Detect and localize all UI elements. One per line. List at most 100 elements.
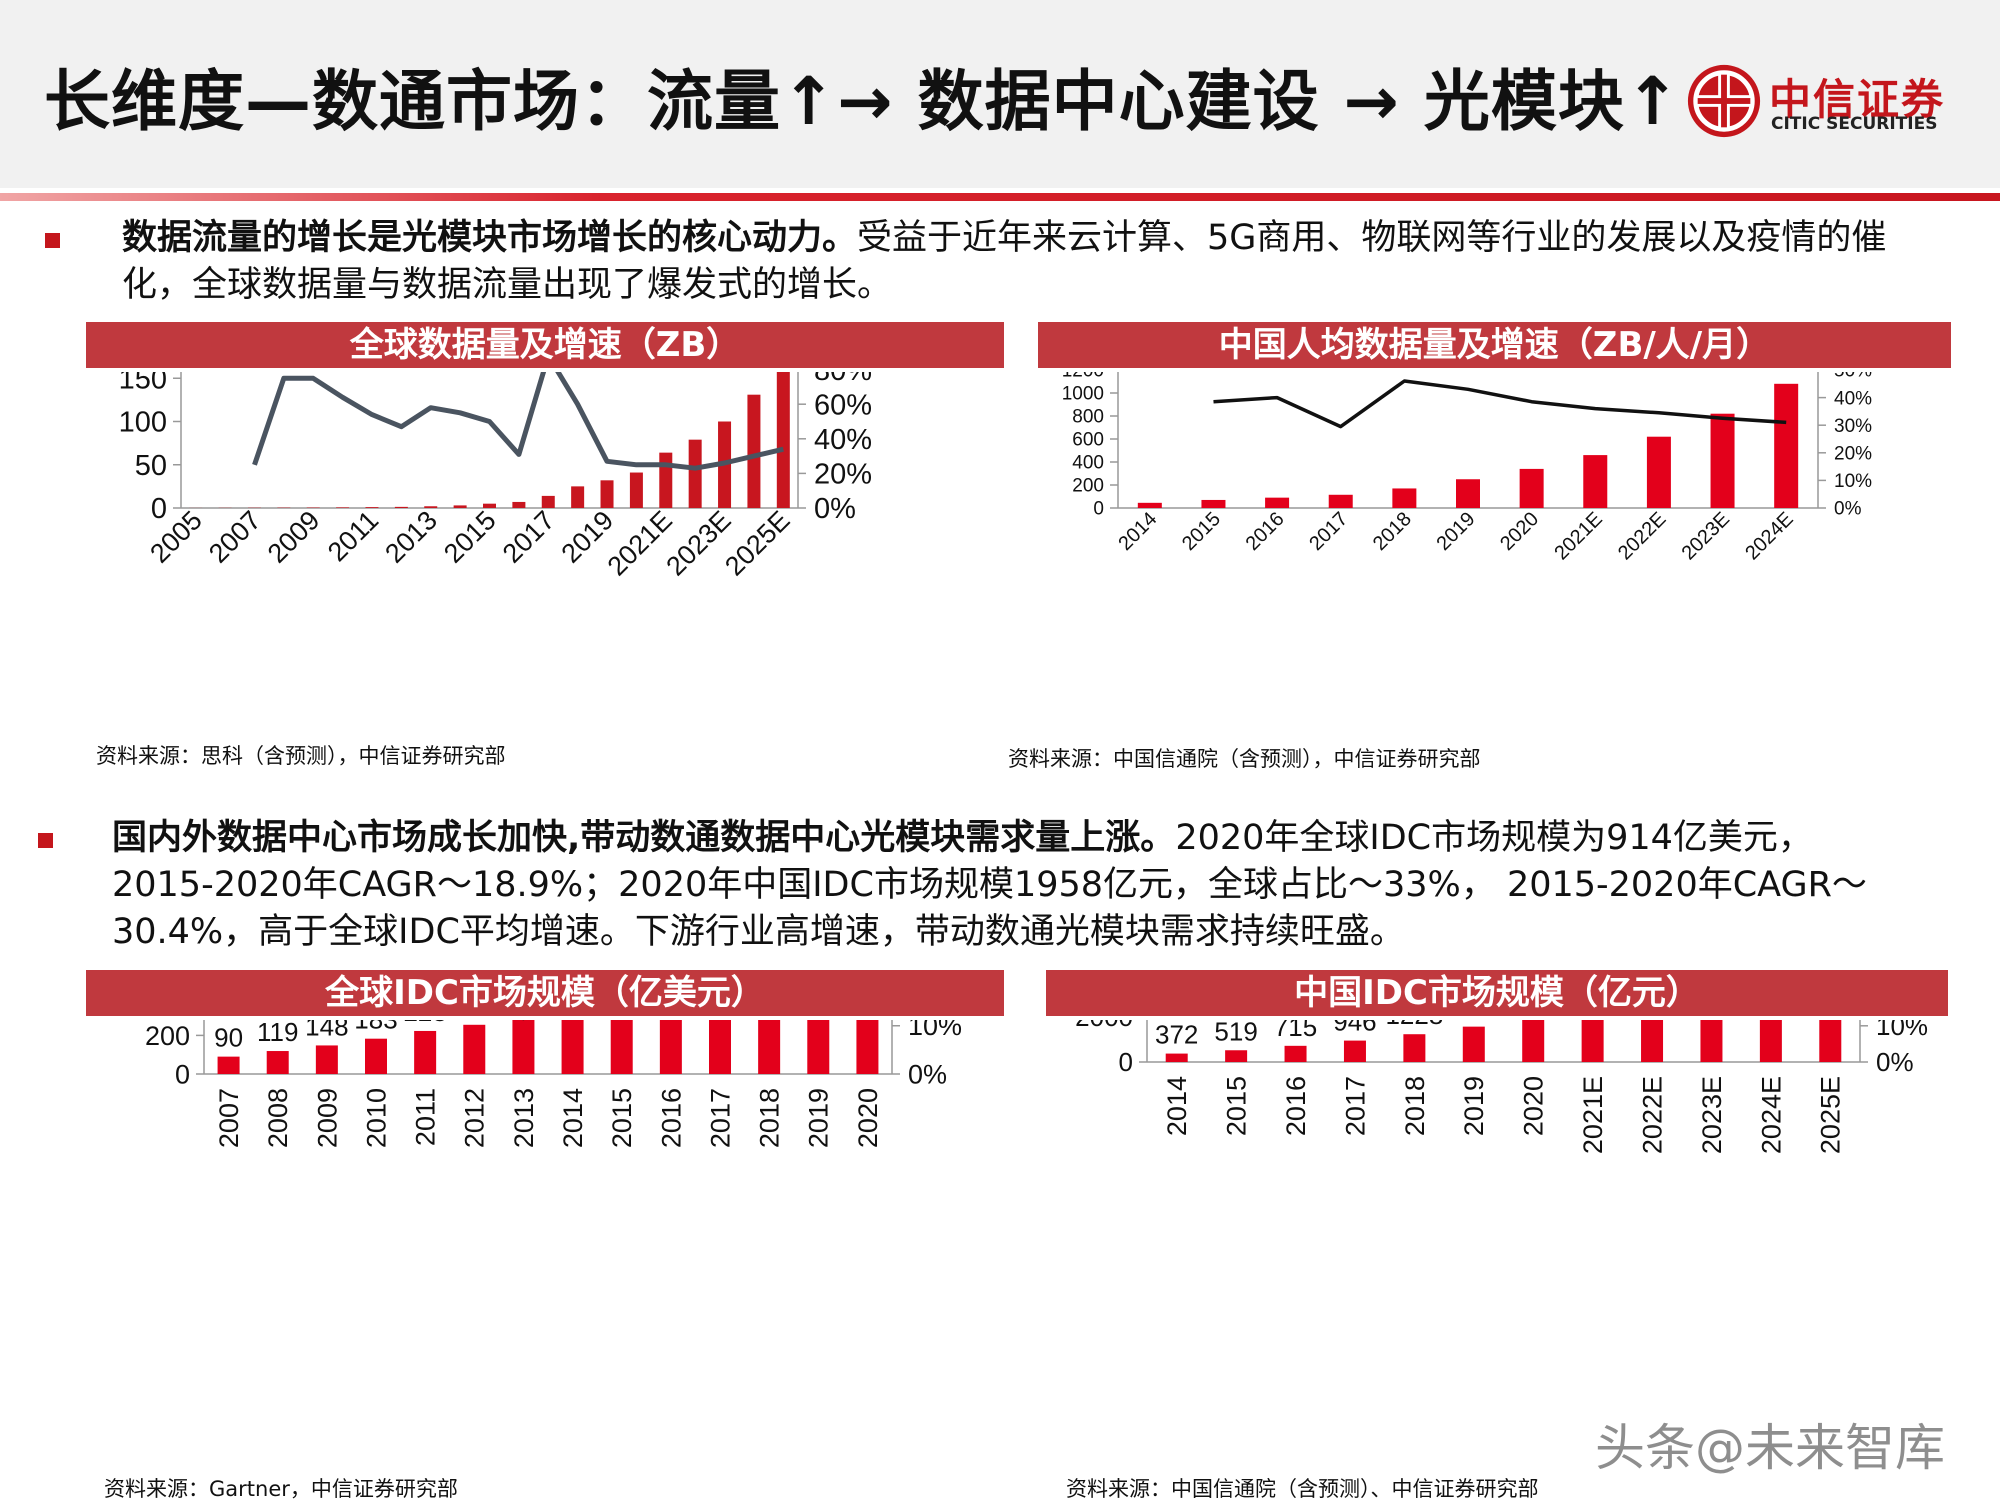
bar: [454, 505, 467, 508]
x-tick-label: 2018: [1400, 1076, 1430, 1136]
logo-english-name: CITIC SECURITIES: [1771, 114, 1937, 134]
chart-title: 中国人均数据量及增速（ZB/人/月）: [1038, 322, 1951, 368]
bar-value-label: 183: [354, 1020, 397, 1035]
right-tick-label: 60%: [814, 389, 872, 421]
bar-value-label: 148: [305, 1020, 348, 1041]
x-tick-label: 2010: [361, 1088, 391, 1148]
bar: [336, 507, 349, 508]
left-tick-label: 200: [1072, 476, 1104, 497]
bullet-paragraph-1: 数据流量的增长是光模块市场增长的核心动力。受益于近年来云计算、5G商用、物联网等…: [122, 215, 1902, 309]
bar: [1456, 479, 1480, 508]
x-tick-label: 2015: [438, 505, 502, 569]
right-tick-label: 80%: [814, 372, 872, 387]
bar: [856, 1020, 878, 1074]
bar-value-label: 1563: [1445, 1020, 1503, 1023]
bar: [1225, 1050, 1247, 1062]
bullet-1-bold: 数据流量的增长是光模块市场增长的核心动力。: [122, 218, 857, 258]
x-tick-label: 2019: [1433, 508, 1480, 555]
bar: [611, 1020, 633, 1074]
right-tick-label: 50%: [1834, 372, 1872, 382]
x-tick-label: 2015: [607, 1088, 637, 1148]
right-tick-label: 0%: [1876, 1047, 1914, 1077]
bar: [1700, 1020, 1722, 1062]
left-tick-label: 0: [175, 1059, 190, 1089]
bar-value-label: 255: [453, 1020, 496, 1021]
left-tick-label: 200: [145, 1021, 190, 1051]
left-tick-label: 0: [151, 493, 167, 525]
x-tick-label: 2016: [656, 1088, 686, 1148]
header: 长维度—数通市场：流量↑→ 数据中心建设 → 光模块↑ 中信证券 CITIC S…: [0, 0, 2000, 188]
bar: [1819, 1020, 1841, 1062]
bar: [512, 1020, 534, 1074]
x-tick-label: 2016: [1242, 508, 1289, 555]
bar-value-label: 372: [1155, 1020, 1198, 1050]
x-tick-label: 2021E: [1550, 508, 1606, 564]
chart-plot: 020004000600080000%10%20%30%40%50%372519…: [1046, 1020, 1948, 1450]
x-tick-label: 2022E: [1614, 508, 1670, 564]
x-tick-label: 2017: [1340, 1076, 1370, 1136]
bar: [1285, 1046, 1307, 1062]
right-tick-label: 0%: [908, 1059, 947, 1089]
bar: [1641, 1020, 1663, 1062]
bar: [1344, 1041, 1366, 1062]
bar: [758, 1020, 780, 1074]
x-tick-label: 2020: [853, 1088, 883, 1148]
right-tick-label: 10%: [908, 1020, 962, 1041]
left-tick-label: 0: [1093, 499, 1104, 520]
bar-value-label: 519: [1214, 1020, 1257, 1046]
bar: [1392, 488, 1416, 508]
bar: [483, 504, 496, 508]
bullet-2-bold: 国内外数据中心市场成长加快,带动数通数据中心光模块需求量上涨。: [112, 818, 1175, 858]
x-tick-label: 2008: [263, 1088, 293, 1148]
bar: [1582, 1020, 1604, 1062]
left-tick-label: 150: [119, 372, 167, 395]
bar: [463, 1025, 485, 1074]
x-tick-label: 2016: [1281, 1076, 1311, 1136]
x-tick-label: 2023E: [660, 505, 736, 581]
x-tick-label: 2009: [312, 1088, 342, 1148]
page-title: 长维度—数通市场：流量↑→ 数据中心建设 → 光模块↑: [44, 48, 1681, 144]
x-tick-label: 2015: [1222, 1076, 1252, 1136]
bullet-marker: [38, 833, 53, 848]
x-tick-label: 2024E: [1756, 1076, 1786, 1154]
x-tick-label: 2014: [1114, 508, 1161, 555]
bar: [267, 1051, 289, 1074]
chart-source: 资料来源：Gartner，中信证券研究部: [104, 1473, 458, 1503]
x-tick-label: 2007: [214, 1088, 244, 1148]
x-tick-label: 2025E: [1816, 1076, 1846, 1154]
left-tick-label: 800: [1072, 407, 1104, 428]
left-tick-label: 600: [1072, 430, 1104, 451]
x-tick-label: 2021E: [1578, 1076, 1608, 1154]
bar: [512, 502, 525, 508]
x-tick-label: 2012: [460, 1088, 490, 1148]
bar: [1166, 1054, 1188, 1062]
bar: [1520, 469, 1544, 508]
bar: [1403, 1034, 1425, 1062]
x-tick-label: 2011: [411, 1088, 441, 1146]
bar: [1265, 498, 1289, 508]
bar-value-label: 946: [1333, 1020, 1376, 1037]
bar: [395, 507, 408, 508]
chart-plot: 0501001502000%20%40%60%80%100%2005200720…: [86, 372, 1004, 772]
bar: [660, 1020, 682, 1074]
right-tick-label: 30%: [1834, 416, 1872, 437]
right-tick-label: 0%: [814, 493, 856, 525]
x-tick-label: 2018: [1369, 508, 1416, 555]
x-tick-label: 2017: [497, 505, 561, 569]
bar: [1774, 384, 1798, 508]
left-tick-label: 100: [119, 407, 167, 439]
citic-logo: 中信证券 CITIC SECURITIES: [1685, 62, 1955, 142]
right-tick-label: 20%: [814, 459, 872, 491]
x-tick-label: 2023E: [1678, 508, 1734, 564]
left-tick-label: 400: [1072, 453, 1104, 474]
x-tick-label: 2024E: [1741, 508, 1797, 564]
chart-source: 资料来源：思科（含预测），中信证券研究部: [96, 740, 506, 770]
bullet-marker: [45, 233, 60, 248]
bar-value-label: 223: [403, 1020, 446, 1027]
bar: [777, 372, 790, 508]
bar: [601, 480, 614, 508]
chart-china-idc-market: 中国IDC市场规模（亿元） 020004000600080000%10%20%3…: [1046, 970, 1948, 1450]
bar-value-label: 90: [214, 1023, 243, 1053]
bar: [1463, 1027, 1485, 1062]
right-tick-label: 40%: [814, 424, 872, 456]
